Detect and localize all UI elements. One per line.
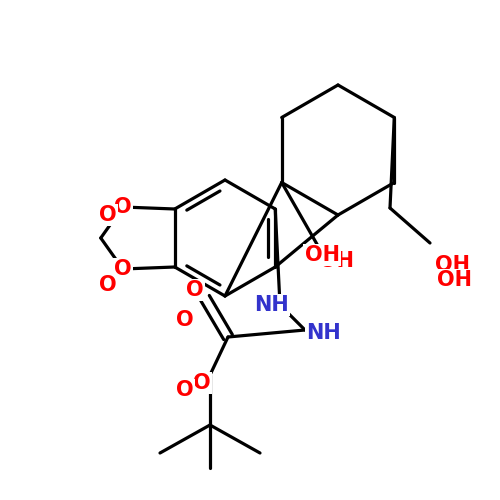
Text: OH: OH [438, 270, 472, 290]
Text: NH: NH [254, 295, 290, 315]
Text: O: O [99, 275, 117, 295]
Text: OH: OH [434, 255, 470, 275]
Text: NH: NH [306, 323, 340, 343]
Text: O: O [193, 373, 211, 393]
Text: O: O [186, 280, 204, 300]
Text: OH: OH [320, 251, 354, 271]
Text: O: O [114, 197, 132, 217]
Text: O: O [99, 205, 117, 225]
Text: O: O [176, 310, 194, 330]
Text: O: O [114, 259, 132, 279]
Text: OH: OH [304, 245, 340, 265]
Text: O: O [176, 380, 194, 400]
